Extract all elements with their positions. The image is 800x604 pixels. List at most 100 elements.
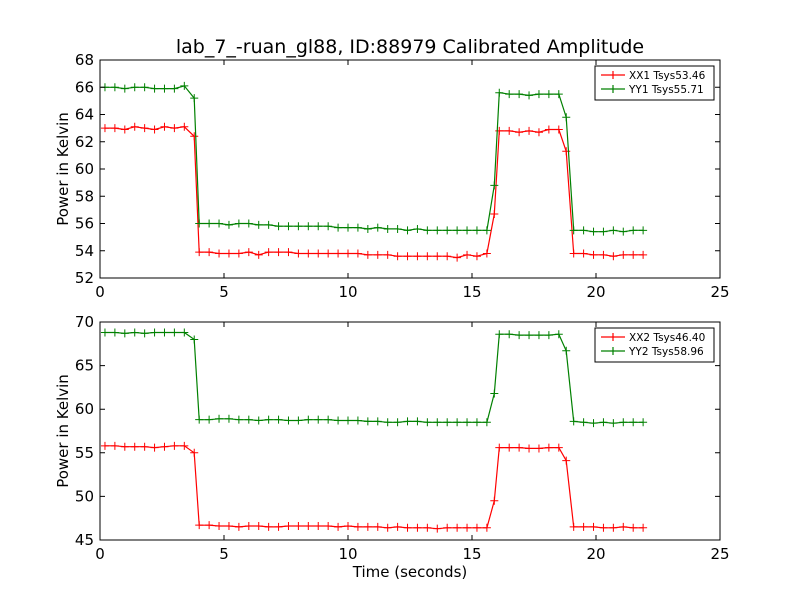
data-point — [463, 418, 472, 427]
data-point — [413, 417, 422, 426]
y-tick-label: 50 — [75, 487, 94, 505]
data-point — [495, 88, 504, 97]
y-tick-label: 65 — [75, 357, 94, 375]
data-point — [334, 522, 343, 531]
data-point — [490, 181, 499, 190]
data-point — [284, 248, 293, 257]
data-point — [373, 522, 382, 531]
series-line-yy1 — [105, 85, 644, 233]
data-point — [160, 84, 169, 93]
y-tick-label: 66 — [75, 78, 94, 96]
data-point — [224, 414, 233, 423]
data-point — [453, 523, 462, 532]
y-tick-label: 45 — [75, 531, 94, 549]
data-point — [294, 249, 303, 258]
data-point — [353, 249, 362, 258]
data-point — [544, 90, 553, 99]
data-point — [314, 522, 323, 531]
legend-swatch — [601, 71, 625, 79]
legend-swatch — [601, 347, 625, 355]
data-point — [619, 250, 628, 259]
data-point — [393, 522, 402, 531]
data-point — [423, 418, 432, 427]
data-point — [353, 223, 362, 232]
data-point — [619, 227, 628, 236]
data-point — [639, 523, 648, 532]
data-point — [353, 522, 362, 531]
data-point — [215, 219, 224, 228]
data-point — [274, 415, 283, 424]
data-point — [363, 522, 372, 531]
data-point — [234, 522, 243, 531]
data-point — [443, 226, 452, 235]
data-point — [599, 418, 608, 427]
data-point — [554, 125, 563, 134]
data-point — [443, 523, 452, 532]
data-point — [629, 250, 638, 259]
data-point — [160, 442, 169, 451]
data-point — [554, 443, 563, 452]
data-point — [110, 83, 119, 92]
data-point — [515, 443, 524, 452]
data-point — [534, 331, 543, 340]
data-point — [100, 124, 109, 133]
x-tick-label: 15 — [462, 283, 481, 301]
data-point — [110, 441, 119, 450]
data-point — [383, 523, 392, 532]
data-point — [254, 522, 263, 531]
y-tick-label: 52 — [75, 269, 94, 287]
data-point — [562, 456, 571, 465]
data-point — [393, 224, 402, 233]
x-tick-label: 10 — [338, 283, 357, 301]
x-tick-label: 5 — [219, 283, 229, 301]
data-point — [403, 252, 412, 261]
data-point — [264, 220, 273, 229]
data-point — [363, 417, 372, 426]
y-tick-label: 56 — [75, 215, 94, 233]
data-point — [100, 441, 109, 450]
data-point — [254, 220, 263, 229]
legend-box — [594, 327, 715, 363]
data-point — [324, 415, 333, 424]
data-point — [234, 219, 243, 228]
data-point — [304, 222, 313, 231]
data-point — [274, 522, 283, 531]
data-point — [589, 227, 598, 236]
data-point — [294, 222, 303, 231]
data-point — [195, 248, 204, 257]
data-point — [140, 124, 149, 133]
y-tick-label: 60 — [75, 400, 94, 418]
data-point — [140, 83, 149, 92]
data-point — [579, 418, 588, 427]
data-point — [120, 84, 129, 93]
data-point — [629, 226, 638, 235]
legend: XX1 Tsys53.46 YY1 Tsys55.71 — [594, 65, 715, 101]
data-point — [180, 81, 189, 90]
bottom-axes: 0 5 10 15 20 25 45 50 55 60 65 70 Power in Kelvin Tim… — [54, 313, 730, 581]
data-point — [264, 415, 273, 424]
data-point — [525, 126, 534, 135]
data-point — [505, 330, 514, 339]
series-line-xx2 — [105, 445, 644, 530]
data-point — [463, 523, 472, 532]
x-axis-label: Time (seconds) — [352, 563, 468, 581]
data-point — [629, 418, 638, 427]
data-point — [403, 417, 412, 426]
data-point — [190, 94, 199, 103]
data-point — [579, 249, 588, 258]
data-point — [170, 441, 179, 450]
data-point — [393, 418, 402, 427]
data-point — [180, 328, 189, 337]
y-tick-label: 68 — [75, 51, 94, 69]
top-axes: 0 5 10 15 20 25 52 54 56 58 60 62 64 66 68 Power in Kel… — [54, 51, 730, 301]
data-point — [140, 329, 149, 338]
data-point — [244, 415, 253, 424]
data-point — [472, 418, 481, 427]
data-point — [472, 523, 481, 532]
legend-label: XX1 Tsys53.46 — [629, 70, 706, 82]
data-point — [569, 417, 578, 426]
data-point — [180, 122, 189, 131]
data-point — [344, 522, 352, 531]
axes-frame — [99, 321, 721, 541]
data-point — [589, 522, 598, 531]
